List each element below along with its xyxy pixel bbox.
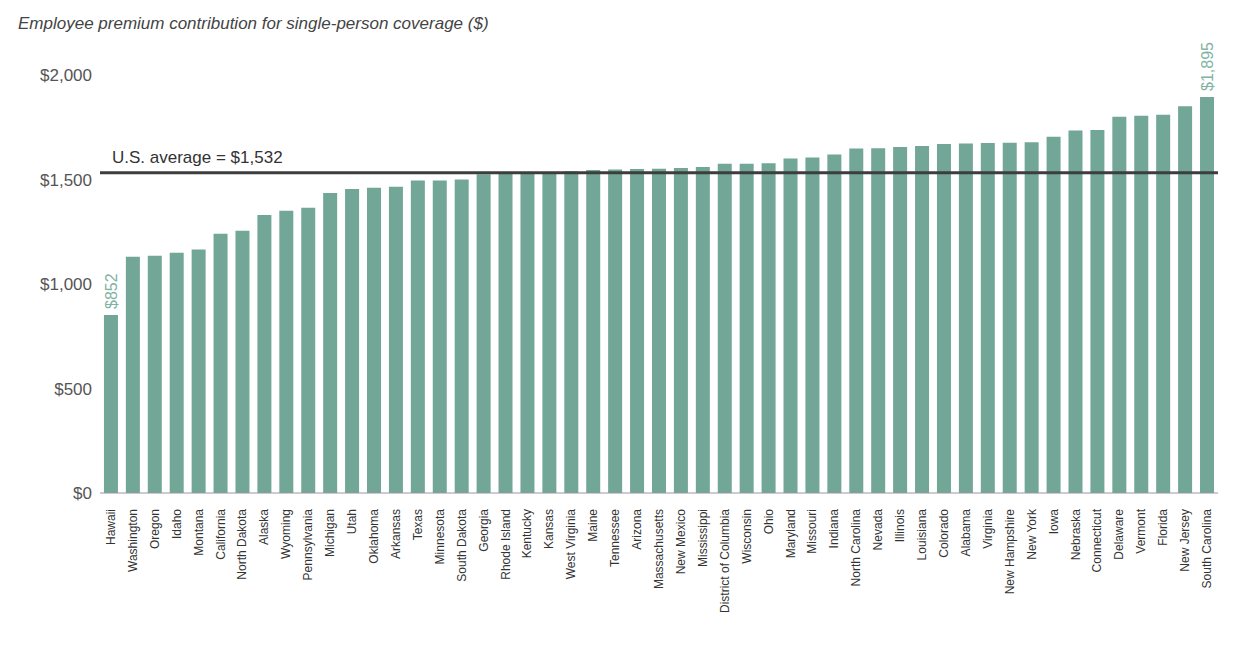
svg-text:Kansas: Kansas: [542, 509, 556, 549]
svg-text:$852: $852: [103, 273, 120, 309]
svg-text:Oregon: Oregon: [148, 509, 162, 549]
svg-text:Missouri: Missouri: [805, 509, 819, 554]
svg-text:Massachusetts: Massachusetts: [652, 509, 666, 589]
svg-text:Arizona: Arizona: [630, 509, 644, 550]
svg-text:Utah: Utah: [345, 509, 359, 534]
svg-text:Iowa: Iowa: [1047, 509, 1061, 535]
svg-text:$1,500: $1,500: [40, 171, 92, 190]
svg-text:Washington: Washington: [126, 509, 140, 572]
svg-text:Nevada: Nevada: [871, 509, 885, 551]
svg-text:Maryland: Maryland: [784, 509, 798, 558]
svg-text:$0: $0: [73, 484, 92, 503]
svg-text:New Jersey: New Jersey: [1178, 509, 1192, 572]
svg-text:Rhode Island: Rhode Island: [499, 509, 513, 580]
svg-text:$500: $500: [54, 380, 92, 399]
svg-text:U.S. average = $1,532: U.S. average = $1,532: [112, 148, 283, 167]
svg-text:Kentucky: Kentucky: [520, 509, 534, 558]
svg-text:Louisiana: Louisiana: [915, 509, 929, 561]
svg-text:New York: New York: [1025, 508, 1039, 560]
svg-text:Colorado: Colorado: [937, 509, 951, 558]
svg-text:North Dakota: North Dakota: [235, 509, 249, 580]
svg-text:Delaware: Delaware: [1112, 509, 1126, 560]
svg-text:Wisconsin: Wisconsin: [740, 509, 754, 564]
svg-text:Tennessee: Tennessee: [608, 509, 622, 567]
svg-text:Vermont: Vermont: [1134, 508, 1148, 553]
svg-text:Georgia: Georgia: [477, 509, 491, 552]
svg-text:Connecticut: Connecticut: [1090, 508, 1104, 572]
svg-text:Pennsylvania: Pennsylvania: [301, 509, 315, 581]
svg-text:Maine: Maine: [586, 509, 600, 542]
svg-text:Texas: Texas: [411, 509, 425, 540]
svg-text:Oklahoma: Oklahoma: [367, 509, 381, 564]
svg-text:$1,895: $1,895: [1199, 42, 1216, 91]
svg-text:Hawaii: Hawaii: [104, 509, 118, 545]
svg-text:New Mexico: New Mexico: [674, 509, 688, 575]
svg-text:$1,000: $1,000: [40, 275, 92, 294]
svg-text:Michigan: Michigan: [323, 509, 337, 557]
svg-text:Montana: Montana: [192, 509, 206, 556]
svg-text:Alabama: Alabama: [959, 509, 973, 557]
svg-text:Ohio: Ohio: [762, 509, 776, 535]
svg-text:Florida: Florida: [1156, 509, 1170, 546]
svg-text:South Dakota: South Dakota: [455, 509, 469, 582]
svg-text:Illinois: Illinois: [893, 509, 907, 542]
svg-text:Wyoming: Wyoming: [279, 509, 293, 559]
svg-text:$2,000: $2,000: [40, 66, 92, 85]
svg-text:South Carolina: South Carolina: [1200, 509, 1214, 589]
svg-text:New Hampshire: New Hampshire: [1003, 509, 1017, 595]
svg-text:Arkansas: Arkansas: [389, 509, 403, 559]
svg-text:Idaho: Idaho: [170, 509, 184, 539]
svg-text:Mississippi: Mississippi: [696, 509, 710, 567]
svg-text:Virginia: Virginia: [981, 509, 995, 549]
svg-text:West Virginia: West Virginia: [564, 509, 578, 580]
svg-text:District of Columbia: District of Columbia: [718, 509, 732, 613]
html-text:Employee premium contribution: Employee premium contribution for single…: [18, 14, 489, 33]
svg-text:Indiana: Indiana: [827, 509, 841, 549]
svg-text:Minnesota: Minnesota: [433, 509, 447, 565]
svg-text:North Carolina: North Carolina: [849, 509, 863, 587]
svg-text:Nebraska: Nebraska: [1069, 509, 1083, 561]
svg-text:Alaska: Alaska: [257, 509, 271, 545]
svg-text:California: California: [214, 509, 228, 560]
